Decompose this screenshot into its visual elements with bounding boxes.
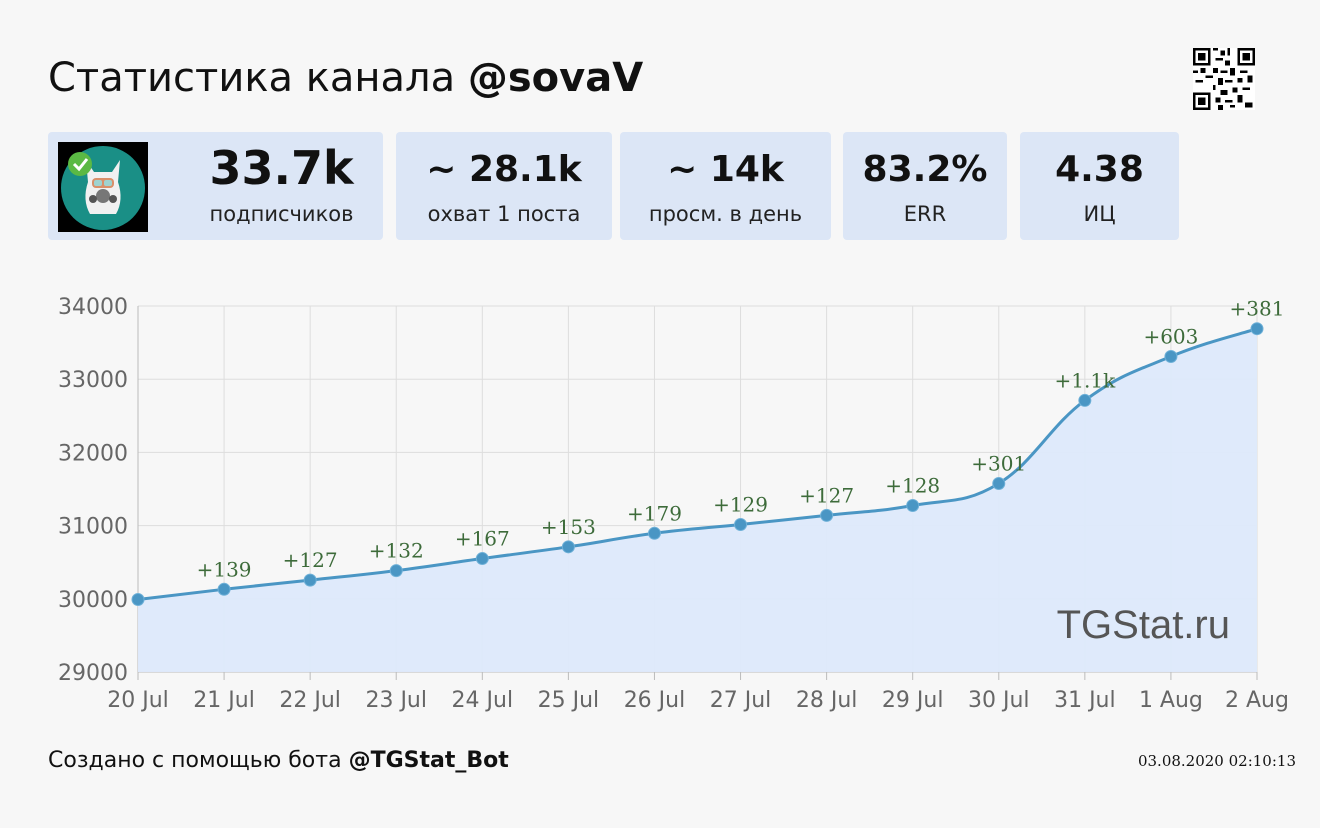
- watermark: TGStat.ru: [1057, 603, 1230, 647]
- data-point: [303, 573, 317, 587]
- stat-card-citation-index: 4.38 ИЦ: [1020, 132, 1179, 240]
- page-title: Статистика канала @sovaV: [48, 50, 643, 106]
- y-tick-label: 29000: [58, 661, 128, 686]
- channel-avatar-icon: [61, 146, 145, 230]
- x-tick-label: 23 Jul: [365, 688, 427, 713]
- data-point: [561, 540, 575, 554]
- data-label: +132: [369, 539, 424, 563]
- data-point: [647, 526, 661, 540]
- footer-credit: Создано с помощью бота @TGStat_Bot: [48, 746, 509, 776]
- data-label: +127: [799, 483, 854, 507]
- data-label: +153: [541, 515, 596, 539]
- footer-prefix: Создано с помощью бота: [48, 748, 342, 773]
- y-tick-label: 33000: [58, 368, 128, 393]
- data-point: [992, 477, 1006, 491]
- stat-card-subscribers: 33.7k подписчиков: [48, 132, 383, 240]
- x-tick-label: 1 Aug: [1139, 688, 1203, 713]
- subscribers-value: 33.7k: [209, 141, 354, 195]
- err-value: 83.2%: [862, 149, 988, 190]
- data-point: [131, 593, 145, 607]
- x-tick-label: 22 Jul: [279, 688, 341, 713]
- x-tick-label: 20 Jul: [107, 688, 169, 713]
- data-label: +1.1k: [1055, 368, 1117, 392]
- avatar: [58, 142, 148, 232]
- daily-views-label: просм. в день: [648, 202, 803, 226]
- stat-card-err: 83.2% ERR: [843, 132, 1007, 240]
- daily-views-value: ~ 14k: [667, 149, 784, 190]
- series-line: [137, 327, 1258, 602]
- data-point: [475, 552, 489, 566]
- data-point: [1250, 322, 1264, 336]
- x-tick-label: 25 Jul: [538, 688, 600, 713]
- y-tick-label: 32000: [58, 441, 128, 466]
- x-tick-label: 2 Aug: [1225, 688, 1289, 713]
- err-label: ERR: [903, 202, 947, 226]
- reach-value: ~ 28.1k: [426, 149, 582, 190]
- data-point: [217, 582, 231, 596]
- y-tick-label: 30000: [58, 588, 128, 613]
- x-tick-label: 27 Jul: [710, 688, 772, 713]
- data-label: +129: [713, 493, 768, 517]
- data-point: [389, 564, 403, 578]
- channel-handle: @sovaV: [467, 55, 644, 101]
- subscribers-label: подписчиков: [209, 202, 354, 226]
- data-point: [820, 508, 834, 522]
- x-tick-label: 21 Jul: [193, 688, 255, 713]
- citation-index-label: ИЦ: [1083, 202, 1116, 226]
- subscribers-chart: 29000 30000 31000 32000 33000 34000 20 Jul 21 J…: [58, 295, 1289, 713]
- x-tick-label: 30 Jul: [968, 688, 1030, 713]
- x-tick-label: 24 Jul: [452, 688, 514, 713]
- bot-link[interactable]: @TGStat_Bot: [348, 748, 509, 773]
- data-label: +179: [627, 501, 682, 525]
- timestamp: 03.08.2020 02:10:13: [1137, 752, 1296, 770]
- data-point: [906, 498, 920, 512]
- data-label: +301: [971, 452, 1026, 476]
- x-tick-label: 28 Jul: [796, 688, 858, 713]
- stat-card-daily-views: ~ 14k просм. в день: [620, 132, 831, 240]
- x-tick-label: 26 Jul: [624, 688, 686, 713]
- data-label: +128: [885, 473, 940, 497]
- x-tick-label: 31 Jul: [1054, 688, 1116, 713]
- data-label: +381: [1230, 297, 1285, 321]
- data-label: +603: [1143, 325, 1198, 349]
- reach-label: охват 1 поста: [427, 202, 581, 226]
- stat-card-reach: ~ 28.1k охват 1 поста: [396, 132, 612, 240]
- data-point: [734, 518, 748, 532]
- area-fill: [138, 328, 1257, 672]
- data-label: +127: [283, 548, 338, 572]
- citation-index-value: 4.38: [1055, 149, 1144, 190]
- data-point: [1078, 393, 1092, 407]
- qr-code-icon: [1193, 48, 1255, 110]
- data-point: [1164, 350, 1178, 364]
- x-tick-label: 29 Jul: [882, 688, 944, 713]
- y-tick-label: 34000: [58, 295, 128, 320]
- y-tick-label: 31000: [58, 515, 128, 540]
- data-label: +167: [455, 527, 510, 551]
- data-label: +139: [197, 557, 252, 581]
- title-prefix: Статистика канала: [48, 55, 456, 101]
